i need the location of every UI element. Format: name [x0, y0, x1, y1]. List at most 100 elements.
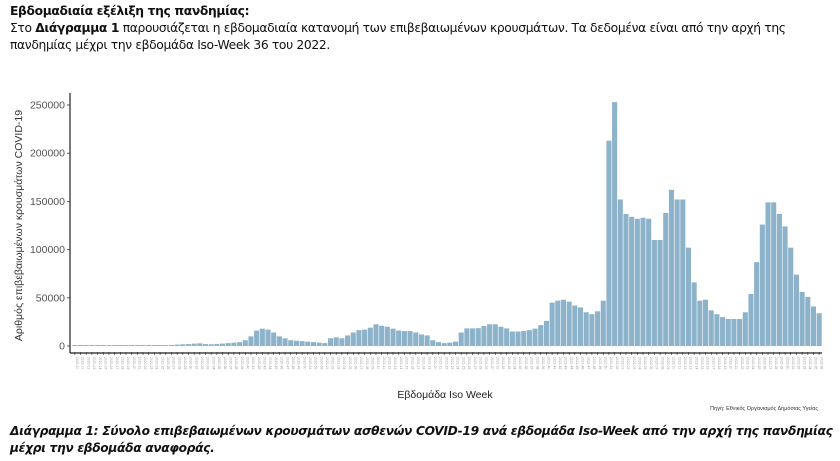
bar: [708, 310, 714, 346]
x-tick-label: 2021-06: [353, 357, 357, 370]
bar: [452, 341, 459, 346]
bar: [458, 332, 464, 346]
x-tick-label: 2021-19: [427, 357, 431, 370]
x-tick-label: 2020-27: [172, 357, 176, 370]
x-tick-label: 2022-18: [717, 357, 721, 370]
intro-text-pre: Στο: [10, 21, 36, 35]
x-tick-label: 2021-47: [586, 357, 590, 370]
bar: [362, 329, 368, 346]
bar: [697, 300, 703, 346]
bar: [117, 345, 123, 346]
x-tick-label: 2021-10: [376, 357, 380, 370]
bar: [634, 218, 640, 346]
x-tick-label: 2020-21: [138, 357, 142, 370]
x-tick-label: 2021-20: [433, 357, 437, 370]
x-tick-label: 2022-14: [694, 357, 698, 370]
bar: [208, 344, 214, 346]
x-tick-label: 2021-41: [552, 357, 556, 370]
bar: [549, 302, 555, 346]
bar: [515, 331, 521, 346]
bar: [202, 344, 209, 346]
x-tick-label: 2021-01: [325, 357, 329, 370]
bar: [691, 282, 697, 346]
x-tick-label: 2021-17: [416, 357, 420, 370]
bar: [305, 341, 311, 346]
x-tick-label: 2020-49: [297, 357, 301, 370]
x-tick-label: 2020-51: [308, 357, 312, 370]
bar: [577, 307, 584, 346]
bar: [271, 332, 277, 346]
x-tick-label: 2022-06: [649, 357, 653, 370]
bar: [254, 330, 260, 346]
x-tick-label: 2021-18: [422, 357, 426, 370]
source-note: Πηγή: Εθνικός Οργανισμός Δημόσιας Υγείας: [710, 405, 818, 412]
x-tick-label: 2021-45: [575, 357, 579, 370]
x-tick-label: 2021-35: [518, 357, 522, 370]
x-tick-label: 2022-07: [655, 357, 659, 370]
bar: [424, 335, 430, 346]
bar: [498, 326, 504, 346]
bar: [339, 338, 345, 346]
x-axis-label: Εβδομάδα Iso Week: [397, 389, 493, 401]
bar: [214, 343, 220, 346]
x-tick-label: 2021-03: [336, 357, 340, 370]
bar: [583, 312, 589, 346]
bar: [327, 338, 334, 346]
bar: [555, 300, 561, 346]
x-tick-label: 2020-44: [268, 357, 272, 370]
bar: [731, 319, 737, 346]
x-tick-label: 2021-26: [467, 357, 471, 370]
bar: [106, 345, 112, 346]
bar: [595, 311, 601, 346]
bar: [663, 212, 669, 346]
x-tick-label: 2020-12: [86, 357, 90, 370]
x-tick-label: 2020-35: [217, 357, 221, 370]
x-tick-label: 2021-38: [535, 357, 539, 370]
bar: [293, 340, 299, 346]
bar: [504, 328, 510, 346]
bar: [95, 345, 101, 346]
x-tick-label: 2022-23: [745, 357, 749, 370]
bar: [310, 342, 317, 346]
x-tick-label: 2020-30: [189, 357, 193, 370]
x-tick-label: 2020-52: [314, 357, 318, 370]
x-tick-label: 2020-19: [126, 357, 130, 370]
x-tick-label: 2021-36: [524, 357, 528, 370]
bar: [509, 331, 515, 346]
bar: [384, 326, 390, 346]
section-heading: Εβδομαδιαία εξέλιξη της πανδημίας:: [10, 4, 250, 18]
x-tick-label: 2021-23: [450, 357, 454, 370]
x-tick-label: 2022-03: [632, 357, 636, 370]
bar: [316, 342, 322, 346]
x-tick-label: 2022-19: [723, 357, 727, 370]
x-tick-label: 2022-32: [797, 357, 801, 370]
bar: [657, 239, 663, 346]
bar: [629, 216, 635, 346]
x-tick-label: 2020-47: [285, 357, 289, 370]
bar: [720, 317, 726, 346]
x-tick-label: 2022-21: [734, 357, 738, 370]
bar: [810, 306, 817, 346]
bar: [276, 336, 282, 346]
bar: [776, 213, 782, 346]
x-tick-label: 2022-24: [751, 357, 755, 370]
x-tick-label: 2020-15: [103, 357, 107, 370]
bar: [299, 341, 305, 346]
bar: [237, 342, 243, 346]
x-tick-label: 2021-29: [484, 357, 488, 370]
x-tick-label: 2020-43: [263, 357, 267, 370]
bar: [322, 343, 328, 346]
bar: [737, 319, 743, 346]
x-tick-label: 2020-38: [234, 357, 238, 370]
bar: [123, 345, 129, 346]
x-tick-label: 2020-36: [223, 357, 227, 370]
x-tick-label: 2022-11: [677, 357, 681, 369]
x-tick-label: 2020-42: [257, 357, 261, 370]
bar: [475, 328, 481, 346]
bar: [191, 343, 197, 346]
bar: [651, 239, 657, 346]
x-tick-label: 2020-40: [245, 357, 249, 370]
bar: [83, 345, 89, 346]
x-tick-label: 2021-33: [507, 357, 511, 370]
x-tick-label: 2020-16: [109, 357, 113, 370]
